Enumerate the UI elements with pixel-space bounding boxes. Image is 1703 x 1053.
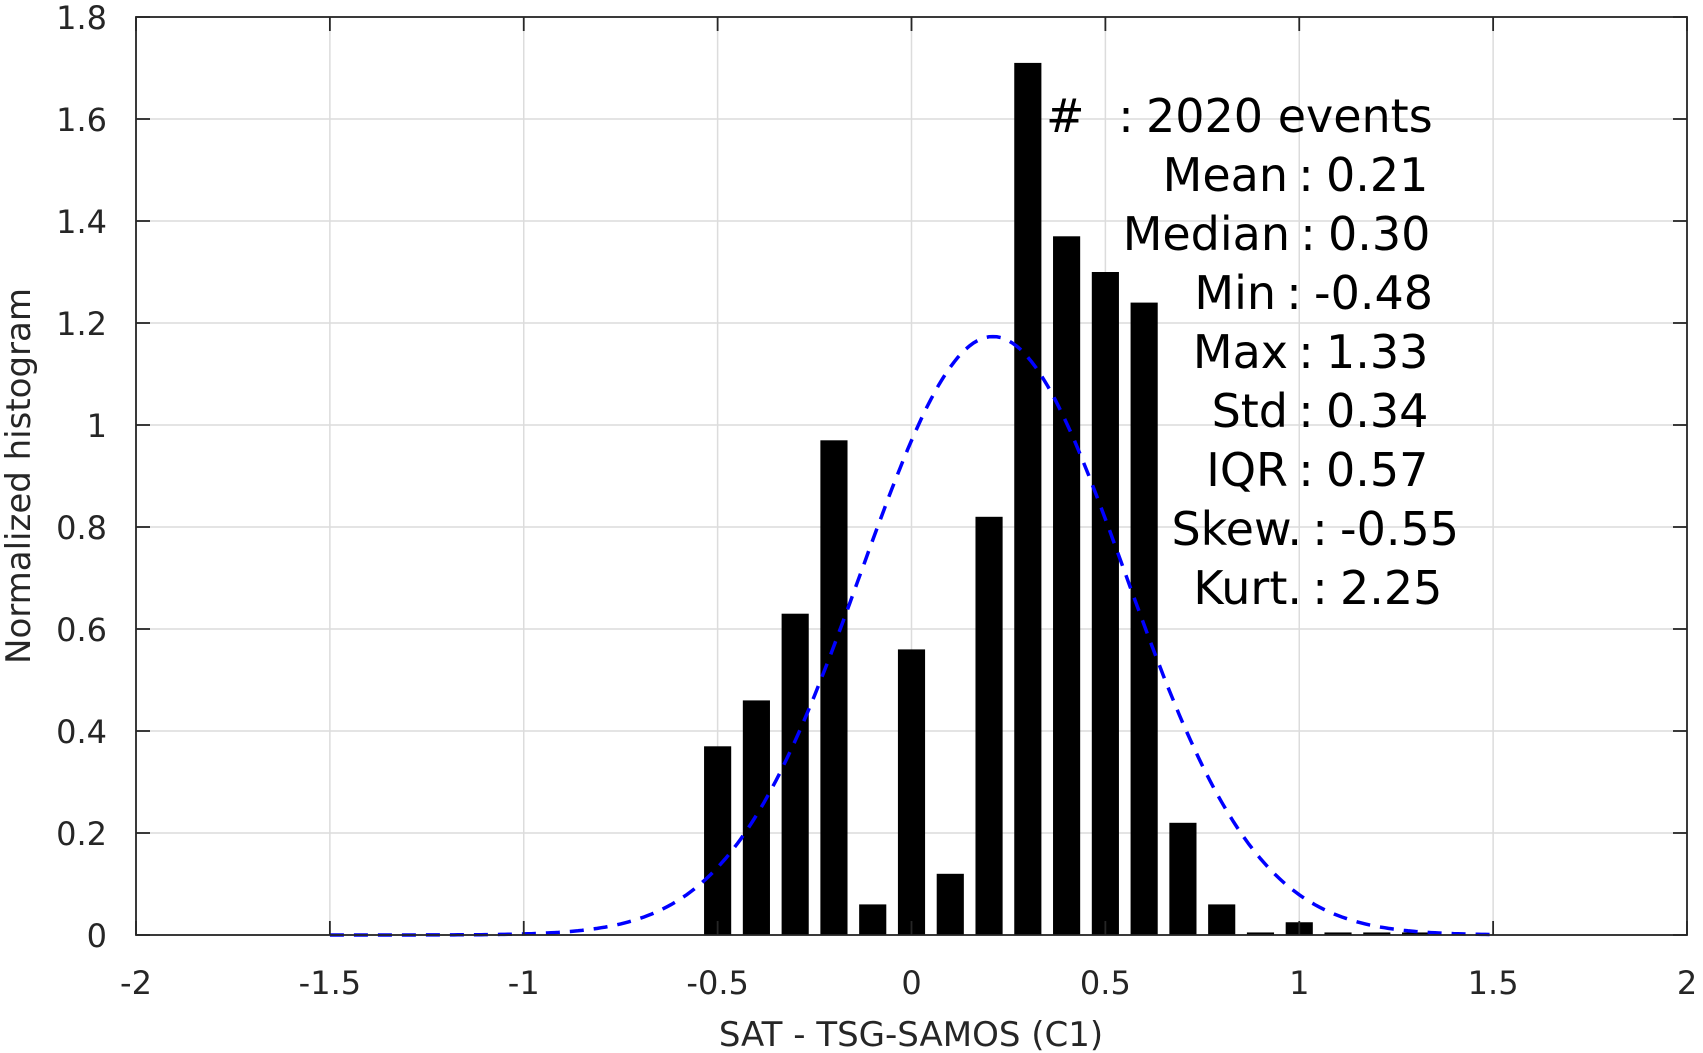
y-tick-label: 0.2 bbox=[56, 815, 107, 853]
x-axis-ticks: -2 -1.5 -1 -0.5 0 0.5 1 1.5 2 bbox=[120, 17, 1697, 1002]
y-axis-label: Normalized histogram bbox=[0, 288, 39, 664]
histogram-bar bbox=[897, 649, 926, 935]
histogram-bar bbox=[1014, 62, 1042, 935]
y-tick-label: 1.6 bbox=[56, 101, 107, 139]
histogram-bar bbox=[1130, 302, 1158, 936]
stat-separator: : bbox=[1298, 384, 1314, 438]
x-tick-label: 0.5 bbox=[1080, 964, 1131, 1002]
histogram-bar bbox=[704, 746, 732, 935]
stat-value: 0.34 bbox=[1326, 384, 1428, 438]
histogram-bar bbox=[1169, 822, 1197, 935]
y-axis-ticks: 0 0.2 0.4 0.6 0.8 1 1.2 1.4 1.6 1.8 bbox=[56, 0, 1687, 955]
stat-value: 2.25 bbox=[1340, 561, 1442, 615]
stat-separator: : bbox=[1286, 266, 1302, 320]
y-tick-label: 1.2 bbox=[56, 305, 107, 343]
bars bbox=[704, 62, 1430, 936]
y-tick-label: 1.8 bbox=[56, 0, 107, 37]
stat-value: 0.57 bbox=[1326, 443, 1428, 497]
y-tick-label: 0.8 bbox=[56, 509, 107, 547]
stat-label: Mean bbox=[1163, 148, 1288, 202]
y-tick-label: 0 bbox=[87, 917, 107, 955]
x-tick-label: 2 bbox=[1677, 964, 1697, 1002]
histogram-bar bbox=[1246, 932, 1275, 935]
histogram-bar bbox=[1208, 904, 1236, 935]
x-tick-label: 1 bbox=[1289, 964, 1309, 1002]
histogram-bar bbox=[975, 516, 1003, 935]
stat-label: Median bbox=[1123, 207, 1290, 261]
x-tick-label: 0 bbox=[901, 964, 921, 1002]
stat-label: IQR bbox=[1206, 443, 1288, 497]
histogram-bar bbox=[936, 873, 964, 935]
stat-label: Min bbox=[1194, 266, 1276, 320]
stat-label: Kurt. bbox=[1193, 561, 1302, 615]
y-tick-label: 1 bbox=[87, 407, 107, 445]
stat-label: Skew. bbox=[1171, 502, 1302, 556]
stat-label: # bbox=[1046, 89, 1085, 143]
x-tick-label: -1.5 bbox=[299, 964, 361, 1002]
x-tick-label: 1.5 bbox=[1468, 964, 1519, 1002]
stat-separator: : bbox=[1312, 561, 1328, 615]
histogram-bar bbox=[781, 613, 809, 935]
stat-label: Max bbox=[1193, 325, 1288, 379]
stat-label: Std bbox=[1212, 384, 1288, 438]
histogram-bar bbox=[1402, 932, 1430, 935]
histogram-bar bbox=[1091, 272, 1119, 935]
histogram-bar bbox=[1053, 236, 1081, 936]
stat-value: 0.30 bbox=[1328, 207, 1430, 261]
stat-separator: : bbox=[1298, 148, 1314, 202]
histogram-bar bbox=[1324, 932, 1352, 935]
stat-separator: : bbox=[1298, 325, 1314, 379]
histogram-bar bbox=[820, 440, 848, 935]
x-tick-label: -2 bbox=[120, 964, 152, 1002]
histogram-bar bbox=[1363, 932, 1391, 935]
stat-value: 1.33 bbox=[1326, 325, 1428, 379]
x-tick-label: -1 bbox=[508, 964, 540, 1002]
stat-separator: : bbox=[1298, 443, 1314, 497]
x-tick-label: -0.5 bbox=[686, 964, 748, 1002]
stat-value: -0.55 bbox=[1340, 502, 1459, 556]
y-tick-label: 0.6 bbox=[56, 611, 107, 649]
stat-value: -0.48 bbox=[1314, 266, 1433, 320]
histogram-bar bbox=[859, 904, 887, 935]
stat-value: 2020 events bbox=[1146, 89, 1433, 143]
x-axis-label: SAT - TSG-SAMOS (C1) bbox=[719, 1015, 1103, 1053]
stat-value: 0.21 bbox=[1326, 148, 1428, 202]
y-tick-label: 1.4 bbox=[56, 203, 107, 241]
y-tick-label: 0.4 bbox=[56, 713, 107, 751]
stat-separator: : bbox=[1118, 89, 1134, 143]
stat-separator: : bbox=[1300, 207, 1316, 261]
stat-separator: : bbox=[1312, 502, 1328, 556]
